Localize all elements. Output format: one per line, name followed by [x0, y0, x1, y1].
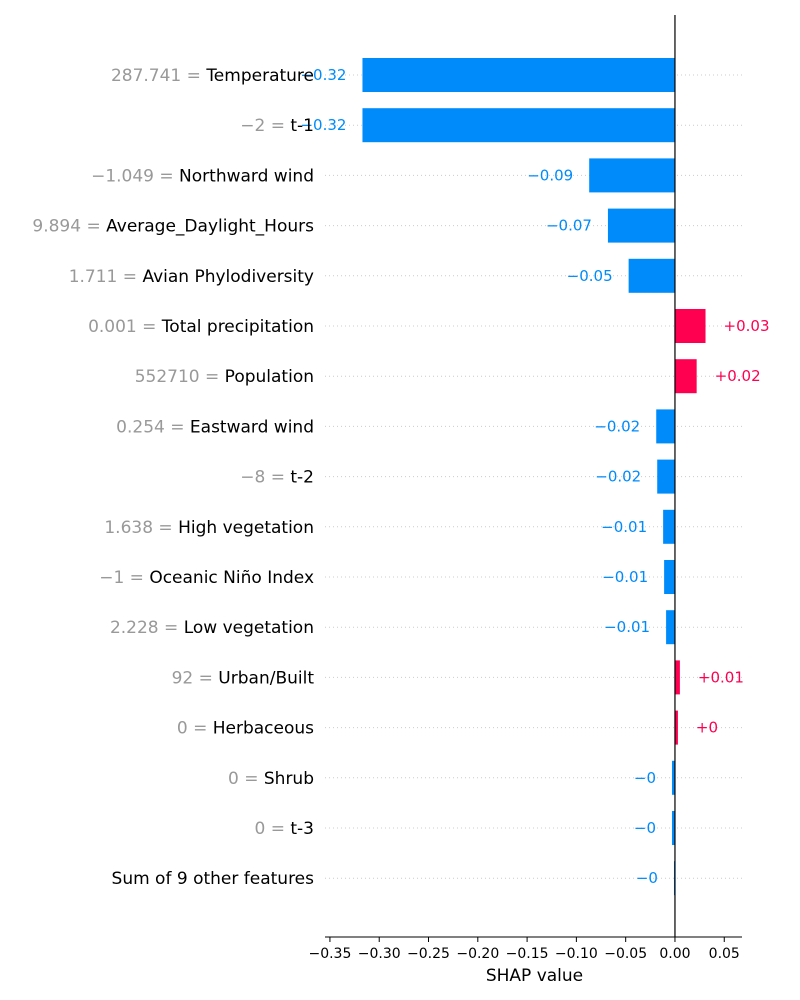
- feature-label: Sum of 9 other features: [112, 869, 315, 889]
- bar: [674, 359, 697, 394]
- feature-name: t-3: [290, 819, 314, 839]
- bar-value-label: +0.01: [698, 668, 744, 686]
- x-tick-label: −0.35: [308, 946, 351, 962]
- feature-label: 1.638 = High vegetation: [104, 518, 314, 538]
- feature-value: 0 =: [255, 819, 291, 839]
- bar-value-label: −0.02: [595, 468, 641, 486]
- bar: [674, 309, 706, 343]
- bar: [589, 158, 675, 193]
- feature-name: Temperature: [205, 66, 314, 86]
- feature-value: 0 =: [228, 769, 264, 789]
- bar: [628, 258, 675, 293]
- bar: [674, 660, 680, 695]
- feature-value: 287.741 =: [111, 66, 206, 86]
- feature-label: 0.001 = Total precipitation: [88, 317, 314, 337]
- feature-label: 1.711 = Avian Phylodiversity: [69, 267, 314, 287]
- feature-name: Total precipitation: [161, 317, 314, 337]
- x-tick-label: −0.25: [407, 946, 450, 962]
- x-tick-label: −0.10: [555, 946, 598, 962]
- feature-value: 2.228 =: [110, 618, 184, 638]
- feature-name: Low vegetation: [184, 618, 314, 638]
- bar: [362, 58, 675, 92]
- x-tick-label: −0.20: [456, 946, 499, 962]
- feature-name: Oceanic Niño Index: [149, 568, 314, 588]
- bar-value-label: −0.09: [527, 166, 573, 184]
- feature-name: Urban/Built: [218, 668, 314, 688]
- feature-value: −1.049 =: [91, 166, 179, 186]
- bar-value-label: −0: [636, 869, 658, 887]
- feature-name: Avian Phylodiversity: [142, 267, 314, 287]
- bar-value-label: −0: [634, 819, 656, 837]
- bar: [607, 208, 675, 243]
- bar: [656, 409, 675, 444]
- feature-value: 1.711 =: [69, 267, 143, 287]
- bar: [674, 710, 678, 745]
- bar-value-label: +0.03: [724, 317, 770, 335]
- x-tick-label: 0.00: [659, 946, 690, 962]
- bar-value-label: −0.01: [604, 618, 650, 636]
- feature-name: Northward wind: [179, 166, 314, 186]
- bar-value-label: +0: [696, 719, 718, 737]
- feature-value: −8 =: [240, 468, 290, 488]
- feature-value: 0.254 =: [116, 417, 190, 437]
- x-axis-title: SHAP value: [486, 966, 583, 986]
- bar: [672, 760, 675, 795]
- bar-value-label: −0.05: [567, 267, 613, 285]
- feature-value: 92 =: [172, 668, 219, 688]
- bar: [362, 108, 675, 143]
- feature-name: Sum of 9 other features: [112, 869, 315, 889]
- bar-value-label: −0: [634, 769, 656, 787]
- feature-name: High vegetation: [178, 518, 314, 538]
- feature-name: Population: [225, 367, 314, 387]
- feature-label: −1.049 = Northward wind: [91, 166, 314, 186]
- feature-name: t-1: [290, 116, 314, 136]
- bar: [672, 811, 675, 845]
- bar-value-label: −0.01: [602, 568, 648, 586]
- feature-value: −2 =: [240, 116, 290, 136]
- feature-label: 0 = Shrub: [228, 769, 314, 789]
- bar: [664, 560, 675, 594]
- feature-label: 92 = Urban/Built: [172, 668, 315, 688]
- x-tick-label: −0.30: [358, 946, 401, 962]
- bar-value-label: −0.07: [546, 217, 592, 235]
- feature-label: 9.894 = Average_Daylight_Hours: [32, 217, 314, 237]
- bar: [666, 610, 675, 645]
- feature-name: t-2: [290, 468, 314, 488]
- feature-label: 2.228 = Low vegetation: [110, 618, 314, 638]
- x-tick-label: −0.15: [506, 946, 549, 962]
- feature-label: 552710 = Population: [135, 367, 314, 387]
- feature-name: Average_Daylight_Hours: [106, 217, 314, 237]
- feature-label: 0.254 = Eastward wind: [116, 417, 314, 437]
- feature-label: −2 = t-1: [240, 116, 314, 136]
- feature-label: 0 = t-3: [255, 819, 315, 839]
- bar-value-label: −0.32: [300, 116, 346, 134]
- feature-label: −8 = t-2: [240, 468, 314, 488]
- x-tick-label: 0.05: [709, 946, 740, 962]
- feature-value: 1.638 =: [104, 518, 178, 538]
- bar-value-label: +0.02: [715, 367, 761, 385]
- feature-name: Shrub: [264, 769, 314, 789]
- bar: [657, 459, 675, 494]
- bar-value-label: −0.32: [300, 66, 346, 84]
- feature-value: 552710 =: [135, 367, 225, 387]
- feature-value: 0.001 =: [88, 317, 162, 337]
- feature-label: 0 = Herbaceous: [177, 719, 314, 739]
- bar-value-label: −0.01: [601, 518, 647, 536]
- feature-label: 287.741 = Temperature: [111, 66, 314, 86]
- feature-name: Herbaceous: [213, 719, 314, 739]
- feature-value: 0 =: [177, 719, 213, 739]
- feature-label: −1 = Oceanic Niño Index: [99, 568, 314, 588]
- feature-name: Eastward wind: [190, 417, 314, 437]
- bar: [663, 509, 675, 544]
- feature-value: −1 =: [99, 568, 149, 588]
- bar-value-label: −0.02: [594, 417, 640, 435]
- x-tick-label: −0.05: [604, 946, 647, 962]
- feature-value: 9.894 =: [32, 217, 106, 237]
